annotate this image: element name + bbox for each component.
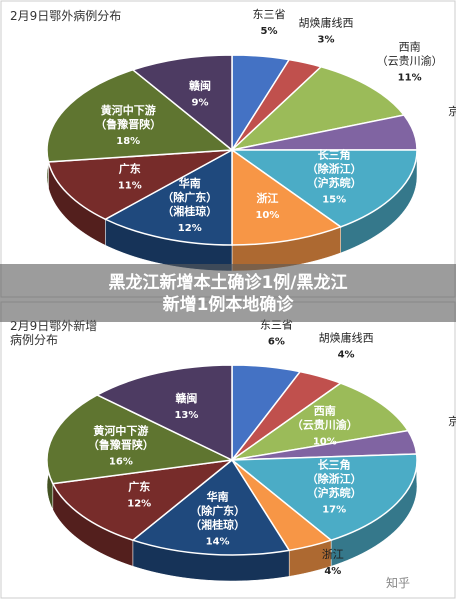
value-label: 11% — [398, 73, 422, 84]
value-label: 9% — [192, 97, 209, 108]
slice — [229, 65, 406, 152]
headline: 黑龙江新增本土确诊1例/黑龙江新增1例本地确诊 — [108, 272, 347, 315]
value-label: 17% — [322, 505, 346, 516]
slice-label: 广东 — [128, 480, 150, 494]
charts: 2月9日鄂外病例分布 东三省 5% 胡焕庸线西 3% 西南（云贵川渝） 11% 京津冀 6% 长三… — [10, 8, 456, 582]
slice — [46, 68, 234, 163]
slice-label: 京津冀 — [448, 104, 456, 118]
slice-label: 浙江 — [322, 548, 344, 561]
value-label: 4% — [324, 566, 341, 577]
slice — [231, 148, 343, 246]
slice-label: 东三省 — [253, 8, 286, 21]
slice — [131, 54, 233, 152]
value-label: 13% — [174, 410, 198, 421]
slice — [229, 453, 418, 542]
slice — [47, 149, 233, 221]
slice-label: 西南（云贵川渝） — [377, 41, 443, 68]
slice — [95, 364, 233, 462]
slice-label: 黄河中下游（鲁豫晋陕） — [95, 103, 161, 131]
slice-label: 长三角（除浙江）（沪苏皖） — [307, 458, 362, 500]
value-label: 4% — [338, 349, 355, 360]
value-label: 6% — [268, 337, 285, 348]
slice-label: 黄河中下游（鲁豫晋陕） — [88, 423, 154, 451]
slice — [46, 394, 235, 485]
slice-label: 广东 — [119, 162, 141, 176]
slice — [231, 382, 410, 461]
value-label: 16% — [109, 456, 133, 467]
slice-label: 胡焕庸线西 — [319, 330, 374, 344]
value-label: 10% — [313, 436, 337, 447]
value-label: 15% — [322, 195, 346, 206]
slice-label: 西南（云贵川渝） — [292, 403, 358, 431]
slice-label: 赣闽 — [175, 391, 197, 405]
slice-label: 华南（除广东）（湘桂琼） — [190, 489, 245, 531]
slice-label: 胡焕庸线西 — [299, 15, 354, 29]
slice-label: 长三角（除浙江）（沪苏皖） — [307, 148, 362, 190]
value-label: 12% — [127, 499, 151, 510]
value-label: 12% — [178, 223, 202, 234]
value-label: 11% — [118, 181, 142, 192]
value-label: 10% — [255, 210, 279, 221]
slice — [51, 458, 235, 542]
slice-label: 华南（除广东）（湘桂琼） — [162, 176, 217, 218]
value-label: 18% — [116, 136, 140, 147]
value-label: 14% — [206, 536, 230, 547]
slice-label: 浙江 — [256, 191, 278, 205]
slice — [131, 458, 291, 556]
headline-band — [0, 264, 456, 322]
slice-label: 赣闽 — [189, 78, 211, 92]
slice — [103, 148, 233, 246]
slice-label: 京津冀 — [448, 414, 456, 428]
slice — [229, 149, 418, 228]
value-label: 5% — [261, 26, 278, 37]
chart-title: 2月9日鄂外病例分布 — [10, 8, 121, 23]
watermark: 知乎 — [386, 576, 410, 590]
value-label: 3% — [318, 34, 335, 45]
